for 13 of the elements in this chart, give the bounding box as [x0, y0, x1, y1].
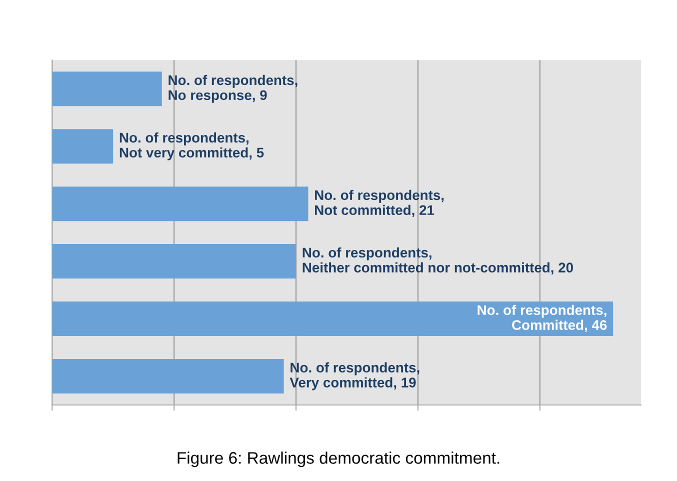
bar: [52, 129, 114, 164]
data-label: No. of respondents, Committed, 46: [478, 304, 607, 332]
data-label: No. of respondents, No response, 9: [168, 74, 298, 103]
bar: [52, 244, 296, 279]
data-label: No. of respondents, Not committed, 21: [315, 190, 444, 218]
caption: Figure 6: Rawlings democratic commitment.: [178, 452, 500, 468]
bar: [52, 72, 162, 106]
data-label: No. of respondents, Neither committed nor not-committed, 20: [302, 247, 573, 275]
bar: [52, 302, 614, 336]
data-label: No. of respondents, Not very committed, 5: [120, 132, 264, 160]
data-label: No. of respondents, Very committed, 19: [290, 362, 420, 390]
bar: [52, 359, 284, 394]
bar: [52, 186, 308, 222]
